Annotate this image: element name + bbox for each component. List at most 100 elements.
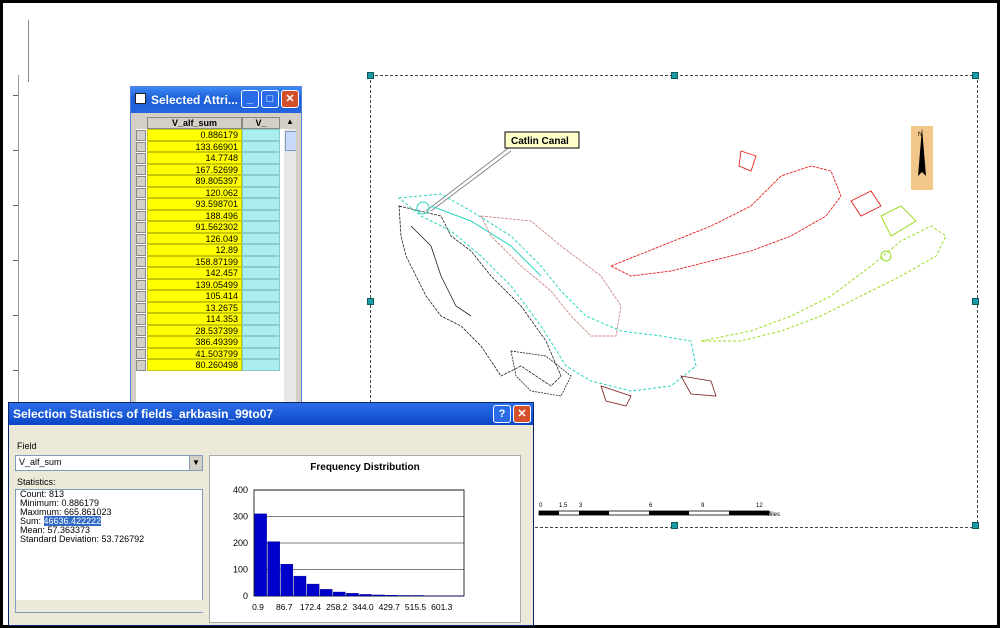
table-cell[interactable]: 167.52699 xyxy=(147,163,242,175)
table-cell[interactable]: 133.66901 xyxy=(147,140,242,152)
table-cell[interactable] xyxy=(242,278,280,290)
table-row[interactable]: 13.2675 xyxy=(136,301,296,313)
table-cell[interactable]: 158.87199 xyxy=(147,255,242,267)
resize-handle[interactable] xyxy=(972,522,979,529)
row-selector[interactable] xyxy=(136,337,146,348)
table-row[interactable]: 386.49399 xyxy=(136,336,296,348)
row-selector[interactable] xyxy=(136,279,146,290)
table-cell[interactable] xyxy=(242,336,280,348)
row-selector[interactable] xyxy=(136,314,146,325)
table-cell[interactable]: 386.49399 xyxy=(147,336,242,348)
row-selector[interactable] xyxy=(136,210,146,221)
table-cell[interactable] xyxy=(242,232,280,244)
row-selector[interactable] xyxy=(136,141,146,152)
row-selector[interactable] xyxy=(136,245,146,256)
row-selector[interactable] xyxy=(136,187,146,198)
table-cell[interactable]: 120.062 xyxy=(147,186,242,198)
row-selector[interactable] xyxy=(136,302,146,313)
resize-handle[interactable] xyxy=(972,298,979,305)
table-row[interactable]: 14.7748 xyxy=(136,152,296,164)
row-selector[interactable] xyxy=(136,153,146,164)
selection-statistics-dialog[interactable]: Selection Statistics of fields_arkbasin_… xyxy=(8,402,534,626)
help-button[interactable]: ? xyxy=(493,405,511,423)
table-cell[interactable]: 41.503799 xyxy=(147,347,242,359)
row-selector[interactable] xyxy=(136,164,146,175)
table-cell[interactable]: 142.457 xyxy=(147,267,242,279)
table-cell[interactable] xyxy=(242,175,280,187)
table-cell[interactable] xyxy=(242,301,280,313)
resize-handle[interactable] xyxy=(367,298,374,305)
stat-sum-value[interactable]: 46636.422222 xyxy=(43,516,102,526)
table-cell[interactable] xyxy=(242,255,280,267)
table-row[interactable]: 167.52699 xyxy=(136,163,296,175)
chevron-down-icon[interactable]: ▼ xyxy=(189,456,202,470)
table-row[interactable]: 28.537399 xyxy=(136,324,296,336)
resize-handle[interactable] xyxy=(671,72,678,79)
table-cell[interactable]: 28.537399 xyxy=(147,324,242,336)
table-cell[interactable] xyxy=(242,313,280,325)
column-header[interactable]: V_alf_sum xyxy=(147,117,242,129)
row-selector[interactable] xyxy=(136,268,146,279)
table-cell[interactable]: 114.353 xyxy=(147,313,242,325)
scroll-up-icon[interactable]: ▲ xyxy=(284,117,296,129)
scroll-thumb[interactable] xyxy=(285,131,296,151)
vertical-scrollbar[interactable]: ▲ xyxy=(284,117,296,407)
table-cell[interactable] xyxy=(242,244,280,256)
table-cell[interactable] xyxy=(242,129,280,141)
row-selector[interactable] xyxy=(136,233,146,244)
table-row[interactable]: 91.562302 xyxy=(136,221,296,233)
table-row[interactable]: 12.89 xyxy=(136,244,296,256)
minimize-button[interactable]: _ xyxy=(241,90,259,108)
table-cell[interactable]: 105.414 xyxy=(147,290,242,302)
table-cell[interactable] xyxy=(242,290,280,302)
table-row[interactable]: 93.598701 xyxy=(136,198,296,210)
table-cell[interactable]: 139.05499 xyxy=(147,278,242,290)
table-row[interactable]: 89.805397 xyxy=(136,175,296,187)
table-row[interactable]: 126.049 xyxy=(136,232,296,244)
table-row[interactable]: 41.503799 xyxy=(136,347,296,359)
table-row[interactable]: 80.260498 xyxy=(136,359,296,371)
table-cell[interactable]: 188.496 xyxy=(147,209,242,221)
table-cell[interactable]: 80.260498 xyxy=(147,359,242,371)
table-row[interactable]: 114.353 xyxy=(136,313,296,325)
table-row[interactable]: 105.414 xyxy=(136,290,296,302)
table-row[interactable]: 188.496 xyxy=(136,209,296,221)
table-cell[interactable] xyxy=(242,140,280,152)
row-selector[interactable] xyxy=(136,130,146,141)
close-button[interactable]: ✕ xyxy=(281,90,299,108)
row-selector[interactable] xyxy=(136,199,146,210)
table-cell[interactable]: 89.805397 xyxy=(147,175,242,187)
table-row[interactable]: 120.062 xyxy=(136,186,296,198)
table-cell[interactable] xyxy=(242,152,280,164)
row-selector[interactable] xyxy=(136,325,146,336)
table-cell[interactable] xyxy=(242,347,280,359)
horizontal-scrollbar[interactable] xyxy=(16,600,204,612)
table-row[interactable]: 142.457 xyxy=(136,267,296,279)
field-select[interactable]: V_alf_sum ▼ xyxy=(15,455,203,471)
table-row[interactable]: 0.886179 xyxy=(136,129,296,141)
resize-handle[interactable] xyxy=(367,72,374,79)
row-selector[interactable] xyxy=(136,360,146,371)
table-cell[interactable] xyxy=(242,209,280,221)
resize-handle[interactable] xyxy=(972,72,979,79)
table-cell[interactable] xyxy=(242,186,280,198)
resize-handle[interactable] xyxy=(671,522,678,529)
table-row[interactable]: 133.66901 xyxy=(136,140,296,152)
table-row[interactable]: 139.05499 xyxy=(136,278,296,290)
column-header[interactable]: V_ xyxy=(242,117,280,129)
close-button[interactable]: ✕ xyxy=(513,405,531,423)
attribute-window-titlebar[interactable]: Selected Attri... _ □ ✕ xyxy=(131,87,301,113)
table-cell[interactable]: 13.2675 xyxy=(147,301,242,313)
row-selector[interactable] xyxy=(136,222,146,233)
maximize-button[interactable]: □ xyxy=(261,90,279,108)
row-selector[interactable] xyxy=(136,348,146,359)
statistics-titlebar[interactable]: Selection Statistics of fields_arkbasin_… xyxy=(9,403,533,425)
row-selector[interactable] xyxy=(136,256,146,267)
table-cell[interactable] xyxy=(242,198,280,210)
row-selector[interactable] xyxy=(136,291,146,302)
table-cell[interactable]: 14.7748 xyxy=(147,152,242,164)
table-cell[interactable]: 126.049 xyxy=(147,232,242,244)
table-cell[interactable] xyxy=(242,324,280,336)
table-cell[interactable] xyxy=(242,359,280,371)
table-cell[interactable] xyxy=(242,267,280,279)
